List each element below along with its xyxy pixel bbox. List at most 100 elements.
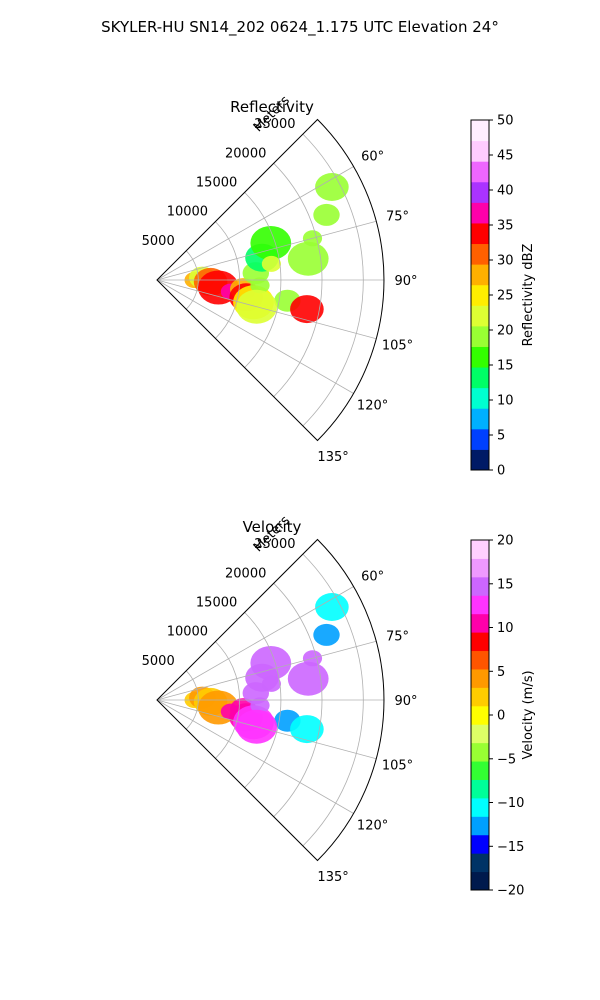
colorbar-tick-label: 15 (497, 359, 514, 374)
colorbar-swatch (471, 161, 489, 183)
velocity-labels: 5000 10000 15000 20000 25000 60° 75° 90° 105° 120… (142, 537, 418, 885)
colorbar-swatch (471, 325, 489, 347)
colorbar-tick-label: 20 (497, 324, 514, 339)
colorbar-swatch (471, 558, 489, 578)
colorbar-swatch (471, 202, 489, 224)
colorbar-swatch (471, 428, 489, 450)
colorbar-swatch (471, 742, 489, 762)
azimuth-tick-label: 75° (386, 210, 409, 225)
velocity-colorbar: Velocity (m/s) −20 −15 −10 −5 0 5 10 15 20 (470, 534, 536, 899)
azimuth-gridline (156, 640, 377, 701)
range-tick-label: 25000 (254, 537, 295, 552)
azimuth-tick-label: 60° (361, 570, 384, 585)
colorbar-swatch (471, 284, 489, 306)
range-tick-label: 15000 (196, 595, 237, 610)
range-tick-label: 5000 (142, 234, 175, 249)
velocity-data-layer (184, 593, 349, 744)
reflectivity-data-layer (184, 173, 349, 324)
azimuth-tick-label: 120° (357, 399, 388, 414)
colorbar-swatch (471, 613, 489, 633)
colorbar-swatch (471, 576, 489, 596)
colorbar-tick-label: 50 (497, 114, 514, 129)
colorbar-swatch (471, 140, 489, 162)
colorbar-tick-label: 10 (497, 621, 514, 636)
echo-cell (313, 623, 340, 646)
azimuth-gridline (156, 699, 377, 760)
reflectivity-panel: Reflectivity 5000 10000 15000 20000 25000 60°… (142, 93, 418, 465)
colorbar-swatch (471, 834, 489, 854)
colorbar-tick-label: 0 (497, 709, 505, 724)
colorbar-swatch (471, 408, 489, 430)
echo-cell (287, 241, 329, 276)
colorbar-swatch (471, 264, 489, 286)
colorbar-swatch (471, 779, 489, 799)
echo-cell (290, 715, 324, 744)
colorbar-swatch (471, 724, 489, 744)
echo-cell (250, 646, 292, 680)
azimuth-tick-label: 90° (394, 274, 417, 289)
colorbar-swatch (471, 871, 489, 891)
colorbar-swatch (471, 449, 489, 471)
azimuth-tick-label: 135° (317, 870, 348, 885)
colorbar-swatch (471, 687, 489, 707)
colorbar-tick-label: 5 (497, 665, 505, 680)
azimuth-tick-label: 105° (382, 758, 413, 773)
colorbar-swatch (471, 243, 489, 265)
range-tick-label: 20000 (225, 566, 266, 581)
velocity-grid (156, 538, 385, 862)
echo-cell (290, 295, 324, 324)
colorbar-tick-label: −20 (497, 884, 524, 899)
colorbar-swatch (471, 120, 489, 142)
reflectivity-colorbar-label: Reflectivity dBZ (521, 244, 536, 347)
colorbar-swatch (471, 816, 489, 836)
colorbar-swatch (471, 761, 489, 780)
colorbar-swatch (471, 705, 489, 725)
colorbar-swatch (471, 668, 489, 688)
colorbar-tick-label: −10 (497, 796, 524, 811)
reflectivity-labels: 5000 10000 15000 20000 25000 60° 75° 90° 105° 120… (142, 117, 418, 465)
colorbar-swatch (471, 346, 489, 368)
reflectivity-colorbar: Reflectivity dBZ 0 5 10 15 20 25 30 35 40 45 50 (470, 114, 536, 479)
colorbar-swatch (471, 367, 489, 389)
sector-frame (156, 118, 385, 442)
range-tick-label: 10000 (167, 205, 208, 220)
colorbar-tick-label: 30 (497, 254, 514, 269)
colorbar-swatch (471, 650, 489, 670)
azimuth-tick-label: 90° (394, 694, 417, 709)
azimuth-gridline (156, 220, 377, 281)
range-tick-label: 20000 (225, 146, 266, 161)
colorbar-swatch (471, 305, 489, 327)
colorbar-swatch (471, 797, 489, 817)
echo-cell (261, 255, 281, 272)
colorbar-swatch (471, 632, 489, 652)
azimuth-gridline (156, 166, 354, 281)
azimuth-tick-label: 60° (361, 150, 384, 165)
reflectivity-panel-title: Reflectivity (230, 98, 314, 116)
range-tick-label: 15000 (196, 175, 237, 190)
sector-frame (156, 538, 385, 862)
colorbar-tick-label: 10 (497, 394, 514, 409)
echo-cell (313, 203, 340, 226)
azimuth-gridline (156, 699, 354, 814)
colorbar-tick-label: 15 (497, 577, 514, 592)
colorbar-swatch (471, 853, 489, 873)
colorbar-swatch (471, 595, 489, 615)
range-tick-label: 5000 (142, 654, 175, 669)
azimuth-tick-label: 105° (382, 338, 413, 353)
echo-cell (315, 593, 349, 621)
colorbar-tick-label: 0 (497, 464, 505, 479)
velocity-panel: Velocity 5000 10000 15000 20000 25000 60° 75° 9… (142, 513, 418, 885)
reflectivity-grid (156, 118, 385, 442)
echo-cell (261, 675, 281, 692)
colorbar-swatch (471, 181, 489, 203)
colorbar-tick-label: 5 (497, 429, 505, 444)
azimuth-gridline (156, 279, 354, 394)
azimuth-tick-label: 135° (317, 450, 348, 465)
colorbar-swatch (471, 387, 489, 409)
azimuth-tick-label: 120° (357, 819, 388, 834)
velocity-panel-title: Velocity (243, 518, 302, 536)
range-tick-label: 10000 (167, 625, 208, 640)
figure-title: SKYLER-HU SN14_202 0624_1.175 UTC Elevat… (101, 18, 499, 37)
colorbar-tick-label: 20 (497, 534, 514, 549)
